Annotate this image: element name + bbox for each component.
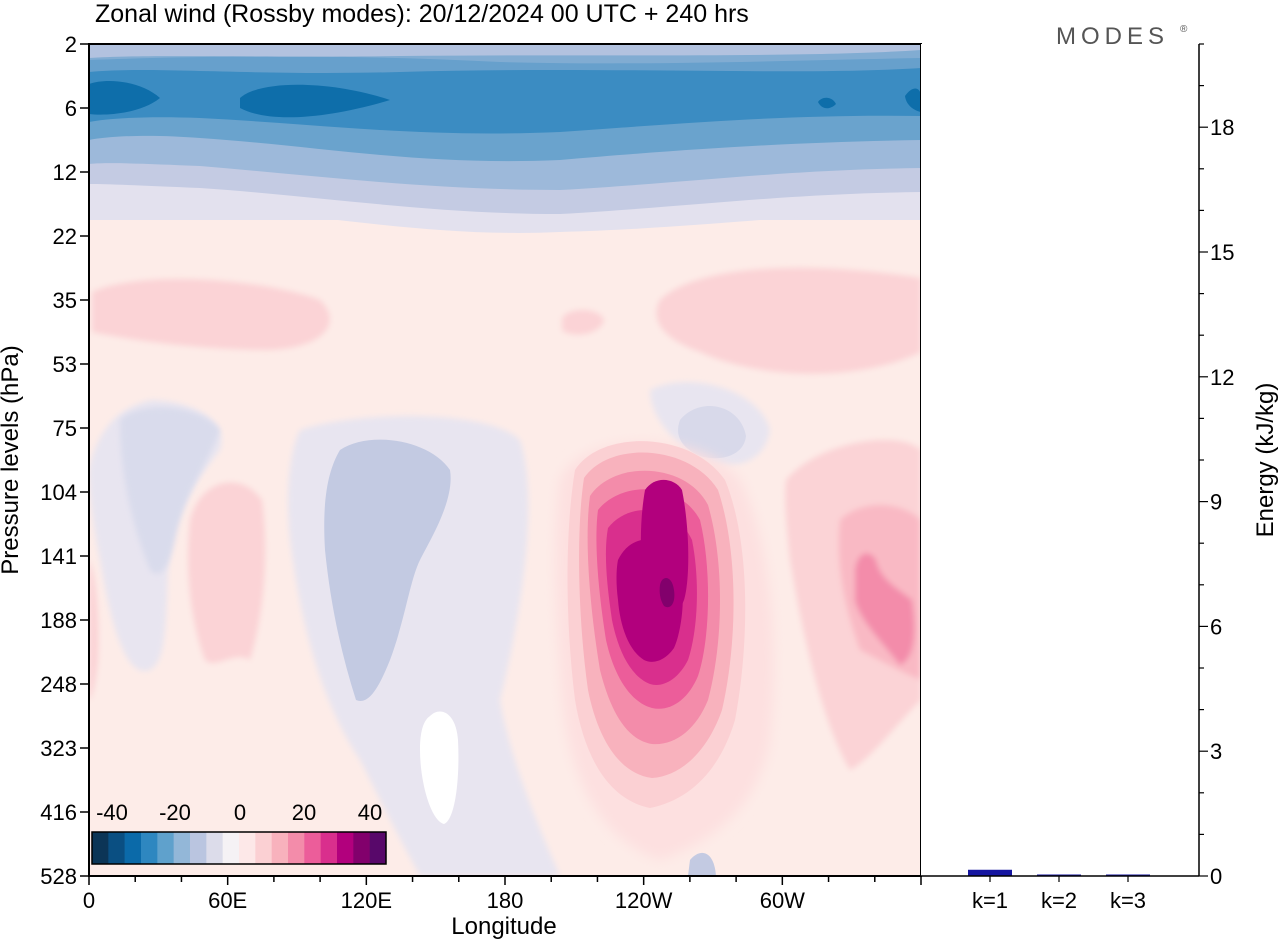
y-tick-label: 416: [40, 800, 77, 825]
westerly-jet-core: [555, 441, 774, 860]
y-tick-label: 528: [40, 864, 77, 889]
energy-axis: 0 3 6 9 12 15 18: [1199, 43, 1234, 889]
colorbar-tick-label: -20: [159, 800, 191, 825]
colorbar-frame: [91, 831, 387, 865]
colorbar-tick-label: 0: [234, 800, 246, 825]
wavenumber-label: k=1: [972, 888, 1008, 913]
y-tick-label: 104: [40, 480, 77, 505]
y-tick-label: 141: [40, 544, 77, 569]
y-tick-label: 2: [65, 32, 77, 57]
energy-tick-label: 12: [1210, 365, 1234, 390]
colorbar-swatch: [239, 832, 256, 864]
upper-easterlies-band: [89, 44, 921, 233]
colorbar-tick-label: 20: [292, 800, 316, 825]
colorbar: -40 -20 0 20 40: [91, 800, 387, 865]
x-tick-label: 0: [83, 888, 95, 913]
colorbar-swatch: [141, 832, 158, 864]
colorbar-swatch: [271, 832, 289, 864]
colorbar-swatch: [190, 832, 207, 864]
weak-easterly-regions: [89, 382, 770, 876]
energy-bar: [968, 869, 1012, 876]
colorbar-swatch: [304, 832, 321, 864]
energy-tick-label: 9: [1210, 490, 1222, 515]
pressure-axis: 2 6 12 22 35 53 75 104 141 188 248 323 416 528: [40, 32, 89, 889]
westerly-jet-lower: [89, 440, 921, 770]
energy-tick-label: 18: [1210, 115, 1234, 140]
y-tick-label: 22: [53, 224, 77, 249]
colorbar-swatch: [369, 832, 387, 864]
colorbar-swatch: [173, 832, 191, 864]
energy-tick-label: 0: [1210, 864, 1222, 889]
colorbar-swatch: [353, 832, 370, 864]
stratospheric-westerlies: [92, 267, 921, 374]
x-axis-label: Longitude: [451, 913, 556, 940]
colorbar-swatch: [108, 832, 125, 864]
colorbar-swatch: [124, 832, 142, 864]
x-tick-label: 60E: [208, 888, 247, 913]
colorbar-swatch: [288, 832, 305, 864]
x-tick-label: 60W: [760, 888, 805, 913]
colorbar-swatch: [92, 832, 109, 864]
colorbar-swatch: [222, 832, 240, 864]
y-tick-label: 323: [40, 736, 77, 761]
energy-tick-label: 6: [1210, 614, 1222, 639]
x-tick-label: 180: [487, 888, 524, 913]
wind-contour-field: [89, 44, 921, 876]
colorbar-swatch: [337, 832, 354, 864]
x-tick-label: 120W: [615, 888, 673, 913]
y-axis-label: Pressure levels (hPa): [0, 345, 24, 574]
energy-axis-label: Energy (kJ/kg): [1252, 383, 1279, 538]
y-tick-label: 248: [40, 672, 77, 697]
wavenumber-labels: k=1 k=2 k=3: [972, 876, 1146, 913]
y-tick-label: 75: [53, 416, 77, 441]
y-tick-label: 35: [53, 288, 77, 313]
y-tick-label: 6: [65, 96, 77, 121]
colorbar-swatch: [320, 832, 338, 864]
energy-panel-background: [921, 44, 1199, 876]
y-tick-label: 12: [53, 160, 77, 185]
colorbar-swatch: [255, 832, 272, 864]
colorbar-tick-label: 40: [358, 800, 382, 825]
y-tick-label: 53: [53, 352, 77, 377]
x-tick-label: 120E: [341, 888, 392, 913]
wavenumber-label: k=3: [1110, 888, 1146, 913]
colorbar-swatch: [157, 832, 174, 864]
y-tick-label: 188: [40, 608, 77, 633]
longitude-axis: 0 60E 120E 180 120W 60W: [83, 876, 922, 913]
energy-tick-label: 15: [1210, 240, 1234, 265]
wavenumber-label: k=2: [1041, 888, 1077, 913]
colorbar-tick-label: -40: [96, 800, 128, 825]
logo-registered-mark: ®: [1180, 24, 1188, 35]
energy-tick-label: 3: [1210, 739, 1222, 764]
chart-title: Zonal wind (Rossby modes): 20/12/2024 00…: [95, 0, 749, 28]
colorbar-swatch: [206, 832, 223, 864]
